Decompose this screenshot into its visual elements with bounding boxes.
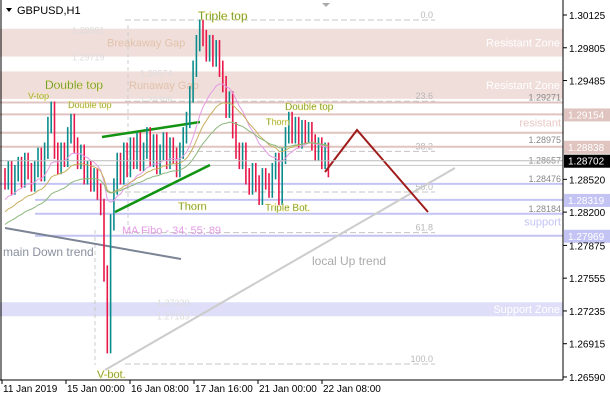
y-tick-label: 1.29805 [569,44,606,55]
price-level-box-label: 1.28319 [568,196,605,207]
zone-top-price: 1.27320 [157,298,190,308]
y-tick-label: 1.27555 [569,274,606,285]
x-tick-label: 15 Jan 00:00 [67,384,125,395]
price-level-label: 1.28184 [528,204,561,214]
projection-zigzag [324,128,429,213]
price-level-box [564,108,610,122]
resistant-label: resistant [519,117,561,129]
x-tick-label: 22 Jan 08:00 [323,384,381,395]
zone-bottom-price: 1.29306 [140,95,173,105]
zone-band [0,302,563,317]
dropdown-triangle-icon [6,8,12,12]
zone-band [0,28,563,57]
zone-bottom-price: 1.29719 [72,53,105,63]
fibo-level-label: 61.8 [415,223,433,233]
x-tick-label: 17 Jan 16:00 [195,384,253,395]
main-down-trend-line [4,227,182,260]
x-tick-label: 11 Jan 2019 [3,384,58,395]
chart-annotation: Double top [285,102,334,113]
moving-average-89 [4,121,329,225]
fibo-level-label: 100.0 [410,354,433,364]
chart-annotation: V-top [28,91,49,101]
gap-label: Runaway Gap [129,80,199,92]
price-level-label: 1.29271 [528,92,561,102]
price-level-box [564,140,610,154]
chart-annotation: Triple Bot. [265,203,310,214]
fibo-level-label: 50.0 [415,182,433,192]
chart-annotation: V-bot. [97,369,126,381]
x-tick-label: 16 Jan 08:00 [131,384,189,395]
chart-annotation: local Up trend [312,254,386,268]
chart-annotation: Thorn [178,201,207,213]
chart-annotation: Double top [45,78,103,92]
chart-annotation: Double top [68,100,112,110]
price-level-box-label: 1.29154 [568,110,605,121]
zone-label: Support Zone [493,304,560,316]
shift-marker-icon [322,3,330,7]
ma-fibo-label: MA Fibo - 34; 55; 89 [122,225,221,237]
current-price-label: 1.28702 [568,157,605,168]
price-level-label: 1.28975 [528,135,561,145]
price-level-label: 1.28476 [528,174,561,184]
fibo-level-label: 23.6 [415,91,433,101]
y-tick-label: 1.26590 [569,373,606,384]
price-level-box-label: 1.27969 [568,232,605,243]
y-tick-label: 1.28520 [569,175,606,186]
zone-label: Resistant Zone [486,80,560,92]
y-tick-label: 1.30125 [569,11,606,22]
channel-lower-line [114,163,211,214]
zone-top-price: 1.29574 [140,68,173,78]
local-up-trend-line [104,167,456,371]
chart-annotation: main Down trend [3,245,94,259]
price-level-box [564,229,610,243]
y-tick-label: 1.27235 [569,307,606,318]
fibo-level-label: 0.0 [420,10,433,20]
symbol-title: GBPUSD,H1 [17,5,81,17]
zone-label: Resistant Zone [486,38,560,50]
zone-top-price: 1.29991 [72,26,105,36]
y-tick-label: 1.29485 [569,77,606,88]
y-tick-label: 1.26915 [569,340,606,351]
y-tick-label: 1.28200 [569,208,606,219]
y-tick-label: 1.27875 [569,241,606,252]
zone-band [0,71,563,99]
chart-annotation: Thorn [266,117,290,127]
price-level-box-label: 1.28838 [568,143,605,154]
chart-annotation: Triple top [198,9,248,23]
x-tick-label: 21 Jan 00:00 [259,384,317,395]
zone-bottom-price: 1.27183 [157,311,190,321]
current-price-box [564,154,610,168]
moving-average-55 [4,102,329,213]
gap-label: Breakaway Gap [107,38,185,50]
support-label: support [524,216,561,228]
price-level-box [564,193,610,207]
